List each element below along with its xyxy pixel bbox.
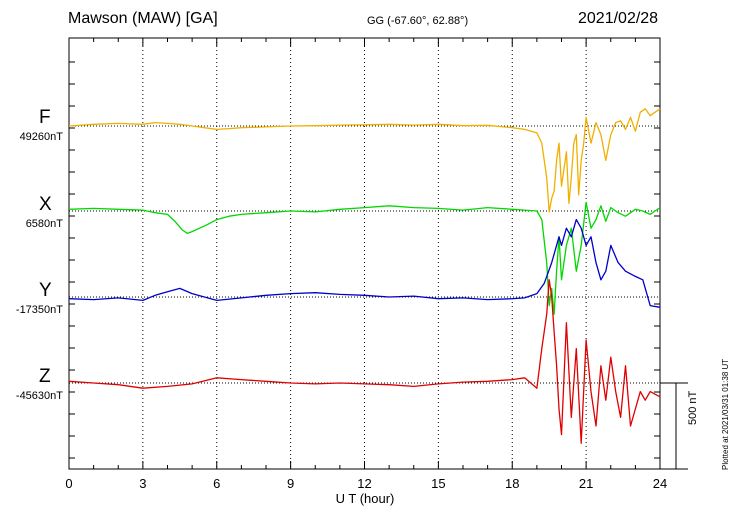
channel-f-letter: F [39,107,51,128]
station-coordinates: GG (-67.60°, 62.88°) [367,15,469,27]
x-tick-label-18: 18 [505,476,519,491]
channel-f-baseline: 49260nT [19,131,63,143]
series-y [68,218,661,308]
x-tick-label-12: 12 [357,476,371,491]
series-lines [68,108,661,444]
x-tick-label-6: 6 [213,476,220,491]
channel-x-letter: X [39,194,52,215]
x-tick-label-0: 0 [65,476,72,491]
y-ticks [69,61,660,459]
series-f [68,108,661,213]
series-x [68,201,661,315]
channel-y-letter: Y [39,280,52,301]
x-tick-label-15: 15 [431,476,445,491]
chart-title: Mawson (MAW) [GA] [68,10,218,27]
plotted-timestamp: Plotted at 2021/03/31 01:38 UT [721,358,730,470]
x-tick-label-21: 21 [579,476,593,491]
x-tick-label-9: 9 [287,476,294,491]
x-tick-label-3: 3 [139,476,146,491]
channel-z-baseline: -45630nT [15,390,63,402]
channel-y-baseline: -17350nT [15,304,63,316]
x-ticks: 0 3 6 9 12 15 18 21 24 [65,38,667,491]
channel-z-letter: Z [39,366,51,387]
x-axis-title: U T (hour) [335,491,395,506]
series-z [68,279,661,444]
scale-bar [660,382,688,470]
chart-date: 2021/02/28 [578,10,659,27]
scale-bar-label: 500 nT [687,390,699,425]
plot-grid [142,38,587,469]
channel-x-baseline: 6580nT [25,218,63,230]
x-tick-label-24: 24 [653,476,667,491]
baselines [69,125,660,384]
